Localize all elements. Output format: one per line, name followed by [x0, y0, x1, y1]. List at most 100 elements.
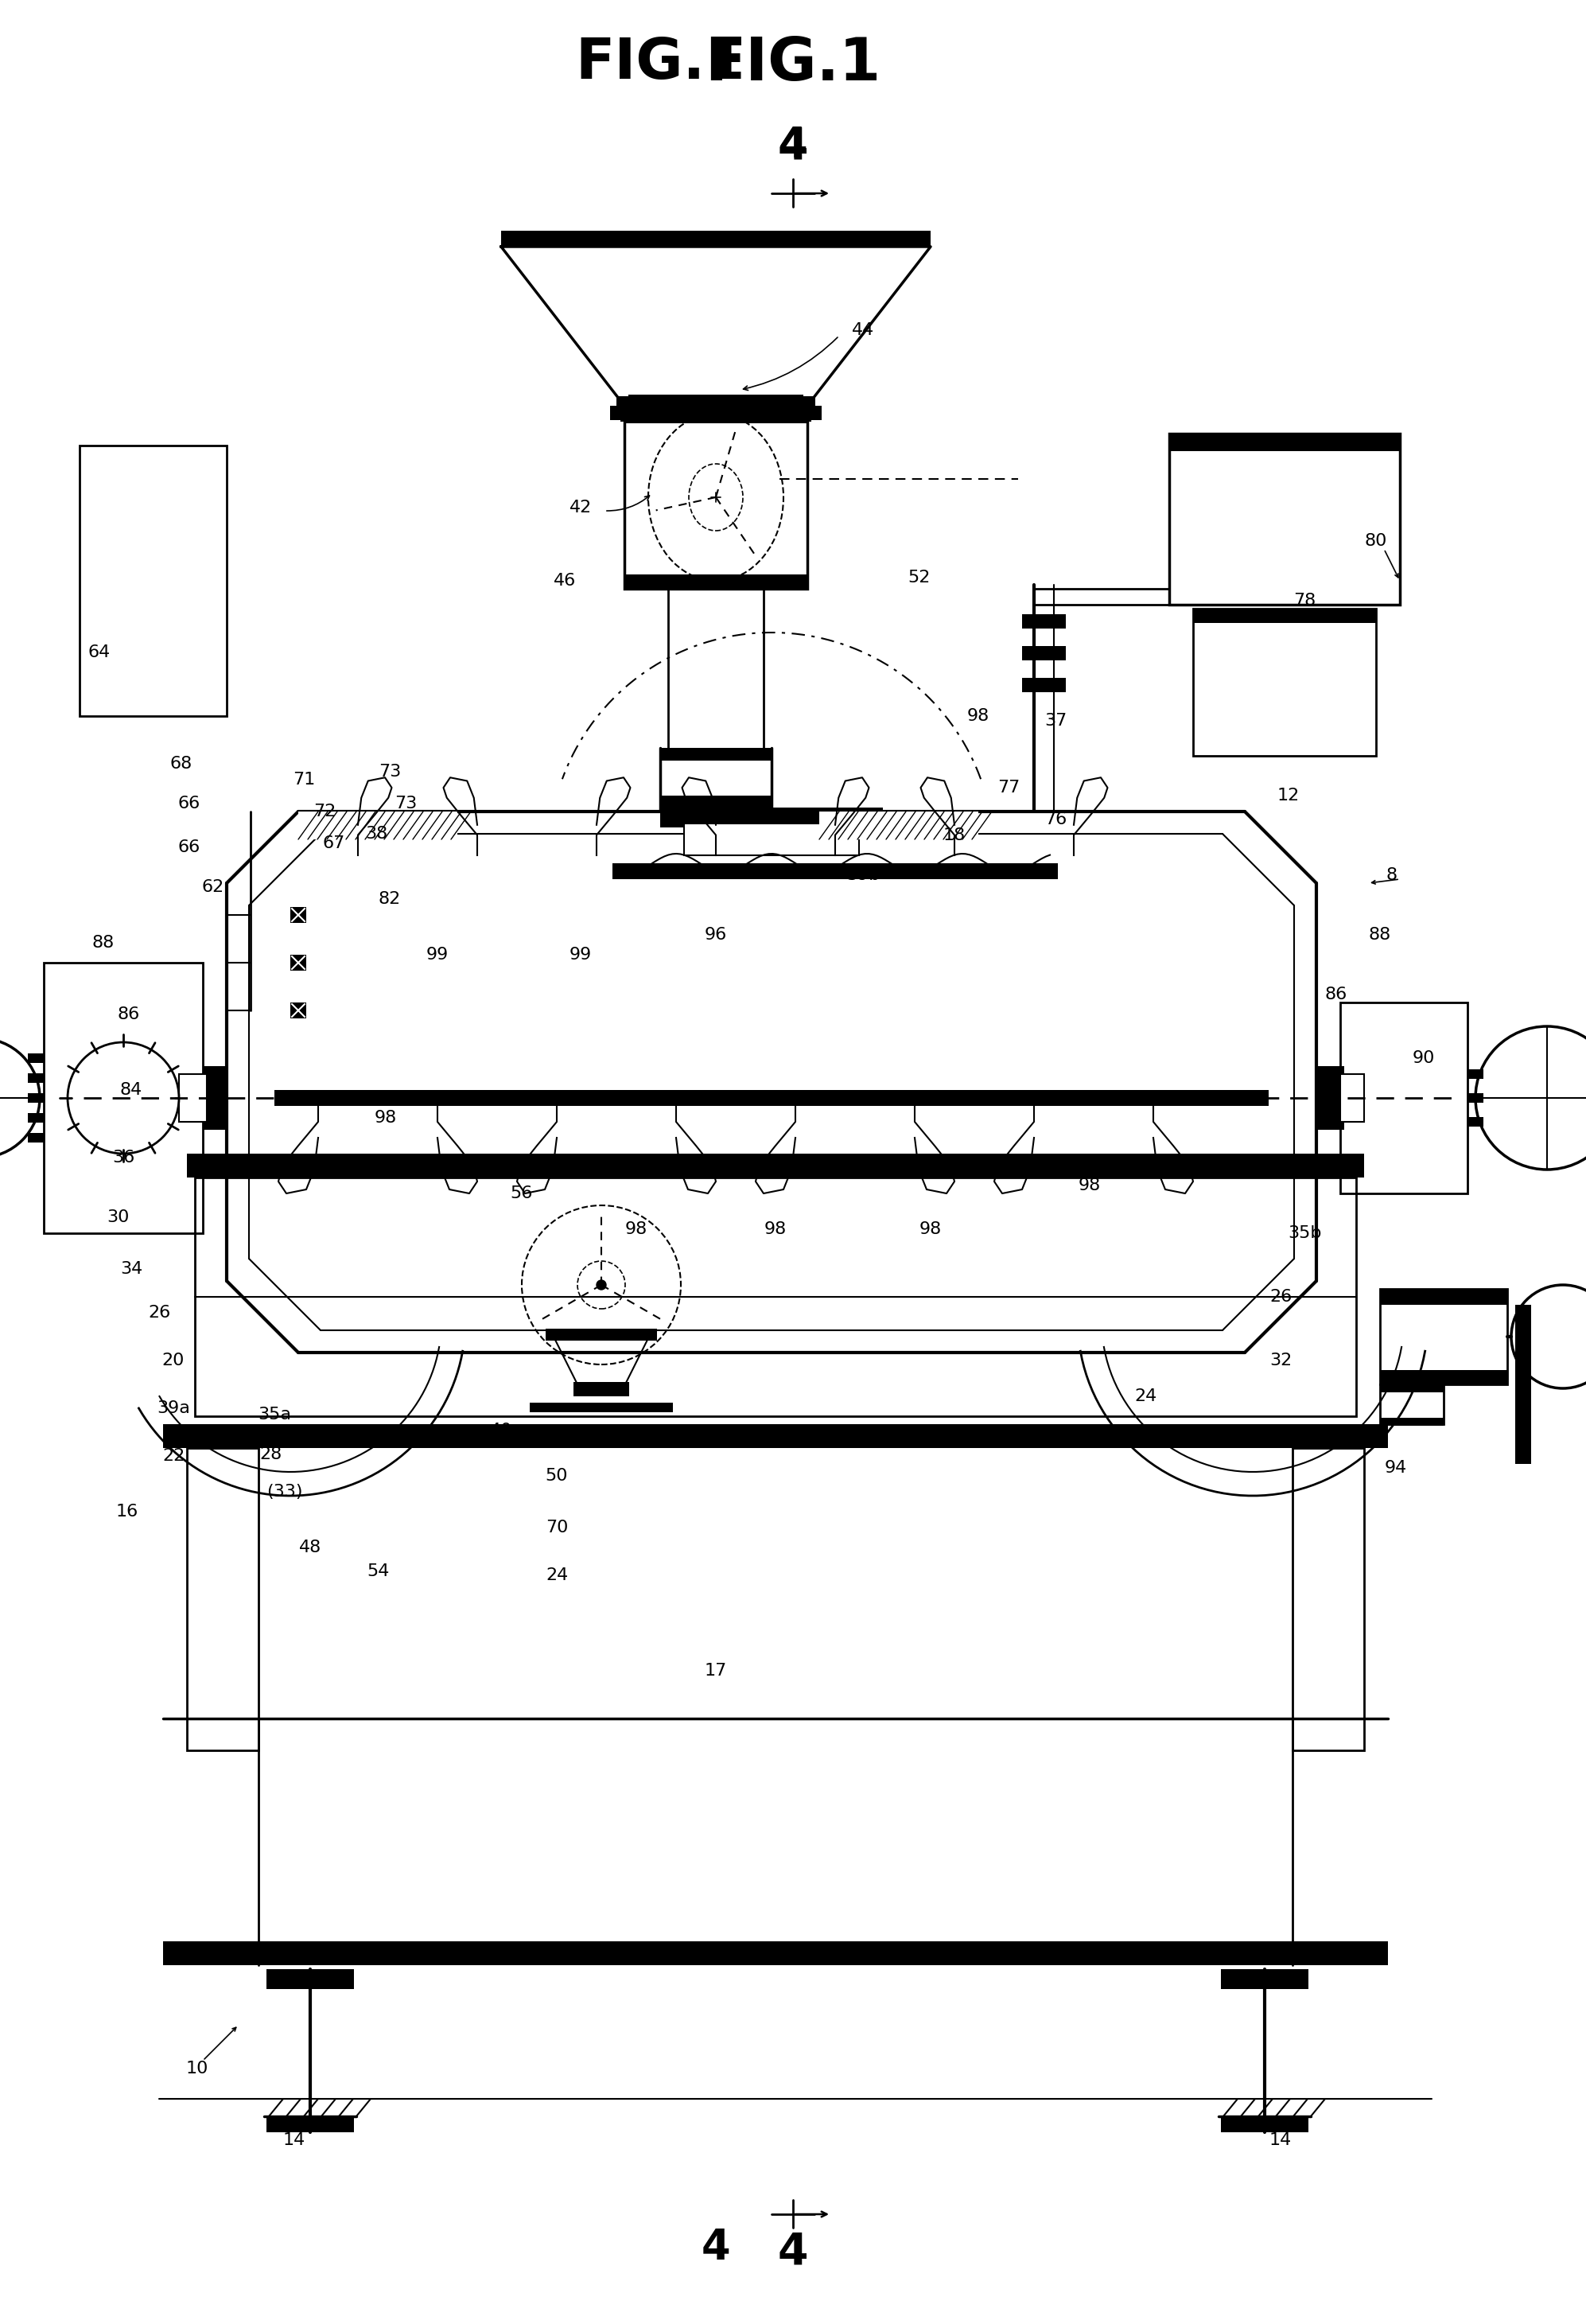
Bar — [1221, 2117, 1308, 2131]
Text: 71: 71 — [292, 772, 316, 788]
Bar — [79, 446, 227, 716]
Text: 37: 37 — [1044, 713, 1067, 730]
Text: 66: 66 — [178, 795, 200, 811]
Text: 76: 76 — [1044, 811, 1067, 827]
Text: 64: 64 — [89, 644, 111, 660]
Bar — [29, 1053, 44, 1062]
Text: 14: 14 — [282, 2131, 306, 2147]
Bar — [501, 230, 931, 246]
Text: 4: 4 — [777, 2231, 809, 2273]
Bar — [1169, 435, 1400, 604]
Text: 8: 8 — [1386, 867, 1397, 883]
Bar — [1380, 1290, 1507, 1385]
Bar — [620, 407, 812, 421]
Bar — [163, 1941, 1388, 1966]
Bar — [187, 1448, 259, 1750]
Text: 80: 80 — [1364, 532, 1388, 548]
Text: 52: 52 — [907, 569, 929, 586]
Text: 20: 20 — [162, 1353, 184, 1369]
Text: 78: 78 — [1293, 593, 1316, 609]
Bar — [1380, 1385, 1443, 1392]
Bar — [1221, 1968, 1308, 1989]
Text: 84: 84 — [121, 1083, 143, 1097]
Text: 92: 92 — [1269, 1425, 1293, 1441]
Text: 98: 98 — [374, 1111, 396, 1125]
Text: 38: 38 — [365, 825, 387, 841]
Text: 66: 66 — [178, 839, 200, 855]
Bar — [660, 748, 771, 811]
Bar — [1316, 1067, 1345, 1129]
Text: 12: 12 — [1277, 788, 1301, 804]
Bar — [44, 962, 203, 1234]
Bar — [1380, 1290, 1507, 1304]
Bar — [1293, 1448, 1364, 1750]
Text: 73: 73 — [379, 765, 401, 781]
Bar — [1515, 1304, 1530, 1464]
Text: 84: 84 — [1291, 1153, 1315, 1169]
Text: 36: 36 — [113, 1150, 135, 1167]
Text: 46: 46 — [554, 572, 576, 588]
Text: 48: 48 — [300, 1538, 322, 1555]
Text: 39b: 39b — [847, 867, 880, 883]
Text: 82: 82 — [379, 890, 401, 906]
Bar — [290, 1002, 306, 1018]
Bar — [187, 1153, 1364, 1178]
Bar — [195, 1178, 1356, 1415]
Text: 98: 98 — [1078, 1178, 1101, 1195]
Text: 18: 18 — [944, 827, 966, 844]
Text: 94: 94 — [1385, 1459, 1407, 1476]
Bar — [1169, 435, 1400, 451]
Text: 34: 34 — [121, 1262, 143, 1276]
Text: 4: 4 — [701, 2226, 731, 2268]
Bar — [617, 395, 815, 407]
Text: 54: 54 — [366, 1564, 389, 1580]
Text: 44: 44 — [852, 323, 874, 337]
Bar — [820, 811, 979, 839]
Text: 50: 50 — [546, 1469, 568, 1483]
Text: 40: 40 — [490, 1422, 512, 1439]
Bar — [1380, 1371, 1507, 1385]
Bar — [574, 1383, 630, 1397]
Text: 98: 98 — [967, 709, 990, 725]
Bar — [684, 823, 860, 855]
Text: 32: 32 — [1269, 1353, 1293, 1369]
Text: 72: 72 — [314, 804, 336, 820]
Circle shape — [596, 1281, 606, 1290]
Bar — [29, 1134, 44, 1143]
Bar — [29, 1074, 44, 1083]
Text: 39a: 39a — [157, 1401, 190, 1415]
Bar — [29, 1092, 44, 1102]
Text: 62: 62 — [201, 878, 224, 895]
Text: 98: 98 — [920, 1222, 942, 1236]
Bar — [660, 748, 771, 760]
Bar — [625, 574, 807, 588]
Bar — [546, 1329, 657, 1341]
Text: 88: 88 — [92, 934, 114, 951]
Text: 77: 77 — [998, 781, 1020, 795]
Bar — [203, 1067, 227, 1129]
Text: 99: 99 — [427, 946, 449, 962]
Text: 14: 14 — [1269, 2131, 1293, 2147]
Bar — [684, 823, 860, 851]
Text: FIG.1: FIG.1 — [576, 37, 745, 91]
Bar — [1467, 1069, 1483, 1078]
Bar — [187, 1092, 211, 1104]
Bar — [290, 955, 306, 971]
Bar — [1340, 1002, 1467, 1195]
Bar — [298, 811, 457, 839]
Bar — [1021, 646, 1066, 660]
Text: 35b: 35b — [1288, 1225, 1321, 1241]
Bar — [625, 407, 807, 588]
Bar — [274, 1090, 1269, 1106]
Text: 88: 88 — [1369, 927, 1391, 944]
Text: 22: 22 — [162, 1448, 184, 1464]
Bar — [1340, 1074, 1364, 1122]
Bar — [660, 806, 883, 827]
Text: 42: 42 — [569, 500, 592, 516]
Text: 99: 99 — [569, 946, 592, 962]
Text: 30: 30 — [106, 1208, 128, 1225]
Text: 10: 10 — [186, 2061, 208, 2078]
Bar — [1021, 679, 1066, 693]
Bar — [612, 862, 1058, 878]
Text: 68: 68 — [170, 755, 192, 772]
